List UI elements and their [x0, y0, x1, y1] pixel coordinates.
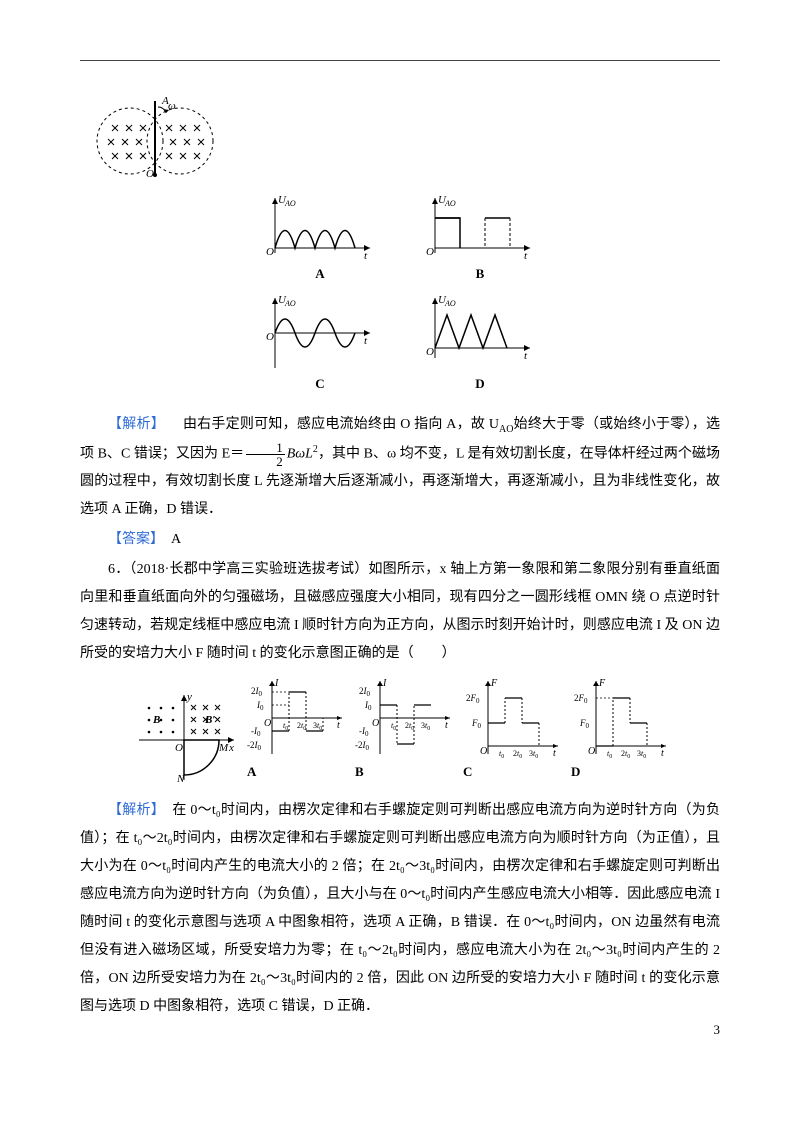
- analysis-tag: 【解析】: [108, 417, 165, 432]
- svg-text:t: t: [364, 335, 368, 347]
- figure-rod-circles: A O ω: [80, 91, 720, 179]
- svg-text:AO: AO: [284, 199, 296, 208]
- svg-text:AO: AO: [284, 299, 296, 308]
- svg-text:2I0: 2I0: [251, 686, 263, 698]
- page-number: 3: [714, 1017, 721, 1043]
- svg-text:-I0: -I0: [359, 726, 369, 738]
- svg-text:t: t: [524, 350, 528, 362]
- option-c-label: C: [260, 371, 380, 397]
- svg-text:F: F: [598, 678, 606, 689]
- svg-text:O: O: [264, 718, 271, 729]
- analysis-1: 【解析】 由右手定则可知，感应电流始终由 O 指向 A，故 UAO始终大于零（或…: [80, 411, 720, 524]
- option-b-label: B: [420, 261, 540, 287]
- svg-text:ω: ω: [168, 100, 176, 112]
- svg-text:I0: I0: [256, 700, 264, 712]
- svg-text:O: O: [266, 331, 274, 343]
- svg-text:B: B: [152, 714, 160, 726]
- svg-text:AO: AO: [444, 199, 456, 208]
- svg-text:t: t: [445, 720, 448, 731]
- svg-text:F0: F0: [579, 718, 590, 730]
- svg-text:-I0: -I0: [251, 726, 261, 738]
- svg-text:O: O: [426, 346, 434, 358]
- svg-text:I: I: [274, 678, 279, 689]
- svg-text:-2I0: -2I0: [247, 740, 262, 752]
- svg-text:3t0: 3t0: [421, 721, 430, 732]
- svg-text:N: N: [176, 773, 185, 785]
- svg-text:x: x: [228, 742, 234, 754]
- svg-text:3t0: 3t0: [313, 721, 322, 732]
- svg-text:B′: B′: [204, 714, 215, 726]
- svg-text:I0: I0: [364, 700, 372, 712]
- svg-text:2t0: 2t0: [405, 721, 414, 732]
- svg-text:-2I0: -2I0: [355, 740, 370, 752]
- svg-text:O: O: [426, 246, 434, 258]
- svg-text:t: t: [553, 748, 556, 759]
- question-6-stem: 6．（2018·长郡中学高三实验班选拔考试）如图所示，x 轴上方第一象限和第二象…: [80, 556, 720, 668]
- svg-text:AO: AO: [444, 299, 456, 308]
- svg-text:F: F: [490, 678, 498, 689]
- figure-uao-options: O U AO t A O U AO t: [80, 193, 720, 397]
- analysis-tag-2: 【解析】: [108, 803, 158, 818]
- svg-text:O: O: [175, 742, 183, 754]
- svg-text:O: O: [480, 746, 487, 757]
- svg-text:t: t: [337, 720, 340, 731]
- top-rule: [80, 60, 720, 61]
- analysis-2: 【解析】 在 0～t₀时间内，由楞次定律和右手螺旋定则可判断出感应电流方向为逆时…: [80, 797, 720, 1021]
- option-a-label: A: [260, 261, 380, 287]
- svg-text:t0: t0: [283, 721, 288, 732]
- svg-text:2F0: 2F0: [466, 693, 480, 705]
- answer-tag: 【答案】: [108, 532, 157, 547]
- svg-text:O: O: [372, 718, 379, 729]
- svg-text:F0: F0: [471, 718, 482, 730]
- answer-1: 【答案】 A: [80, 526, 720, 554]
- q6-diagram: y x O B B′ M N: [129, 690, 239, 785]
- svg-text:I: I: [382, 678, 387, 689]
- svg-text:O: O: [266, 246, 274, 258]
- svg-text:2I0: 2I0: [359, 686, 371, 698]
- q6-figures: y x O B B′ M N I: [80, 676, 720, 785]
- option-d-label: D: [420, 371, 540, 397]
- svg-text:y: y: [186, 691, 192, 703]
- svg-text:M: M: [218, 742, 229, 754]
- svg-text:2t0: 2t0: [297, 721, 306, 732]
- svg-text:t0: t0: [391, 721, 396, 732]
- svg-text:t: t: [661, 748, 664, 759]
- svg-text:O: O: [588, 746, 595, 757]
- svg-text:O: O: [146, 168, 154, 179]
- svg-text:2F0: 2F0: [574, 693, 588, 705]
